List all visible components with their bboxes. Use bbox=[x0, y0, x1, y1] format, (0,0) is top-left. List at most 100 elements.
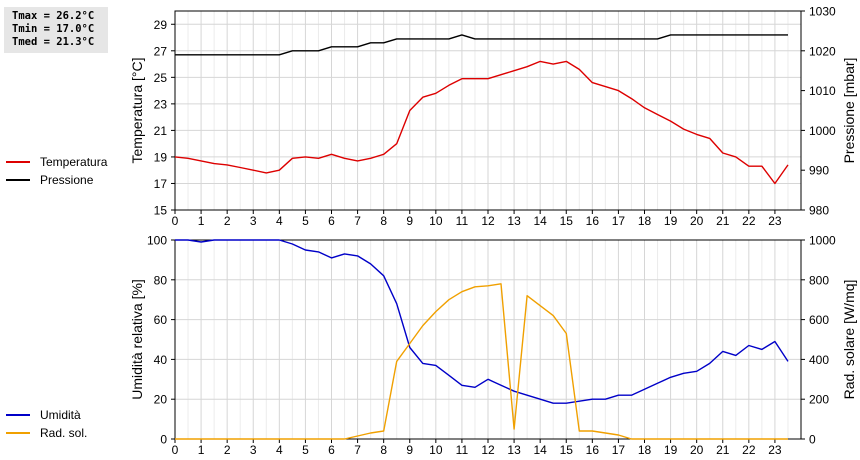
panel1-y-tick-label: 21 bbox=[154, 124, 168, 138]
panel1-x-tick-label: 11 bbox=[456, 214, 469, 228]
panel2-x-tick-label: 14 bbox=[533, 443, 547, 457]
panel2-series-rad-sol bbox=[175, 283, 788, 440]
panel1-x-tick-label: 10 bbox=[429, 214, 443, 228]
panel2-y2-tick-label: 800 bbox=[809, 273, 829, 287]
legend-swatch-pressione bbox=[6, 179, 30, 181]
legend-label-temperatura: Temperatura bbox=[40, 155, 108, 169]
panel1-y2-tick-label: 1030 bbox=[809, 5, 836, 19]
panel2-x-tick-label: 10 bbox=[429, 443, 443, 457]
panel2-y2-axis-title: Rad. solare [W/mq] bbox=[841, 280, 857, 400]
stat-tmin: Tmin = 17.0°C bbox=[12, 23, 95, 35]
legend-item-temperatura: Temperatura bbox=[6, 153, 107, 171]
panel1-x-tick-label: 2 bbox=[224, 214, 231, 228]
panel2-x-tick-label: 6 bbox=[328, 443, 335, 457]
panel2-x-tick-label: 18 bbox=[638, 443, 652, 457]
panel2-y-tick-label: 80 bbox=[154, 273, 168, 287]
panel2-y2-tick-label: 400 bbox=[809, 353, 829, 367]
panel1-x-tick-label: 9 bbox=[406, 214, 413, 228]
panel2-x-tick-label: 16 bbox=[586, 443, 600, 457]
panel1-x-tick-label: 1 bbox=[198, 214, 205, 228]
legend-item-umidita: Umidità bbox=[6, 406, 87, 424]
panel1-plot-frame bbox=[174, 10, 802, 211]
legend-swatch-temperatura bbox=[6, 161, 30, 163]
panel1-x-tick-label: 0 bbox=[172, 214, 179, 228]
panel1-x-tick-label: 6 bbox=[328, 214, 335, 228]
panel1-y2-tick-label: 990 bbox=[809, 164, 829, 178]
panel2-x-tick-label: 22 bbox=[742, 443, 756, 457]
stat-tmed: Tmed = 21.3°C bbox=[12, 36, 95, 48]
legend-top: Temperatura Pressione bbox=[6, 153, 107, 189]
panel1-y2-tick-label: 1000 bbox=[809, 124, 836, 138]
legend-swatch-rad-sol bbox=[6, 432, 30, 434]
stat-tmax: Tmax = 26.2°C bbox=[12, 10, 95, 22]
panel1-x-tick-label: 14 bbox=[533, 214, 547, 228]
panel1-y-tick-label: 25 bbox=[154, 71, 168, 85]
legend-swatch-umidita bbox=[6, 414, 30, 416]
panel1-x-tick-label: 4 bbox=[276, 214, 283, 228]
panel1-series-pressione bbox=[175, 34, 788, 56]
panel1-x-tick-label: 16 bbox=[586, 214, 600, 228]
panel1-x-tick-label: 23 bbox=[768, 214, 782, 228]
panel1-x-tick-label: 17 bbox=[612, 214, 626, 228]
panel1-y-tick-label: 27 bbox=[154, 44, 168, 58]
panel1-x-tick-label: 5 bbox=[302, 214, 309, 228]
panel1-x-tick-label: 21 bbox=[716, 214, 730, 228]
panel2-y-axis-title: Umidità relativa [%] bbox=[129, 279, 145, 400]
panel1-y-axis-title: Temperatura [°C] bbox=[129, 58, 145, 164]
panel1-x-tick-label: 18 bbox=[638, 214, 652, 228]
panel2-y2-tick-label: 0 bbox=[809, 433, 816, 447]
panel1-x-tick-label: 19 bbox=[664, 214, 678, 228]
panel1-x-tick-label: 20 bbox=[690, 214, 704, 228]
panel2-y-tick-label: 100 bbox=[147, 234, 167, 248]
legend-label-umidita: Umidità bbox=[40, 408, 81, 422]
panel2-series-umidit bbox=[175, 239, 789, 404]
panel1-x-tick-label: 8 bbox=[380, 214, 387, 228]
panel2-x-tick-label: 5 bbox=[302, 443, 309, 457]
panel1-y-tick-label: 29 bbox=[154, 18, 168, 32]
panel2-x-tick-label: 13 bbox=[507, 443, 521, 457]
panel2-x-tick-label: 15 bbox=[560, 443, 574, 457]
panel1-x-tick-label: 3 bbox=[250, 214, 257, 228]
panel2-x-tick-label: 21 bbox=[716, 443, 730, 457]
panel2-x-tick-label: 17 bbox=[612, 443, 626, 457]
panel2-y-tick-label: 60 bbox=[154, 313, 168, 327]
panel2-x-tick-label: 4 bbox=[276, 443, 283, 457]
legend-bottom: Umidità Rad. sol. bbox=[6, 406, 87, 442]
panel2-x-tick-label: 12 bbox=[481, 443, 495, 457]
panel1-y-tick-label: 23 bbox=[154, 97, 168, 111]
panel1-y2-axis-title: Pressione [mbar] bbox=[841, 58, 857, 164]
panel2-y-tick-label: 20 bbox=[154, 393, 168, 407]
panel1-y-tick-label: 15 bbox=[154, 204, 168, 218]
panel2-y-tick-label: 0 bbox=[160, 433, 167, 447]
panel1-y-tick-label: 19 bbox=[154, 150, 168, 164]
panel1-x-tick-label: 13 bbox=[507, 214, 521, 228]
panel2-x-tick-label: 3 bbox=[250, 443, 257, 457]
panel1-x-tick-label: 22 bbox=[742, 214, 756, 228]
panel2-y-tick-label: 40 bbox=[154, 353, 168, 367]
panel2-x-tick-label: 19 bbox=[664, 443, 678, 457]
panel2-y2-tick-label: 600 bbox=[809, 313, 829, 327]
panel1-x-tick-label: 15 bbox=[560, 214, 574, 228]
panel2-plot-frame bbox=[174, 239, 802, 440]
panel1-y-tick-label: 17 bbox=[154, 177, 168, 191]
panel2-x-tick-label: 20 bbox=[690, 443, 704, 457]
panel1-series-temperatura bbox=[174, 60, 789, 185]
panel1-x-tick-label: 7 bbox=[354, 214, 361, 228]
legend-label-pressione: Pressione bbox=[40, 173, 94, 187]
panel2-x-tick-label: 2 bbox=[224, 443, 231, 457]
stats-box: Tmax = 26.2°C Tmin = 17.0°C Tmed = 21.3°… bbox=[4, 7, 108, 53]
panel2-y2-tick-label: 200 bbox=[809, 393, 829, 407]
panel1-x-tick-label: 12 bbox=[481, 214, 495, 228]
panel2-x-tick-label: 11 bbox=[456, 443, 469, 457]
panel2-y2-tick-label: 1000 bbox=[809, 234, 836, 248]
legend-label-rad-sol: Rad. sol. bbox=[40, 426, 88, 440]
panel1-y2-tick-label: 1020 bbox=[809, 44, 836, 58]
panel2-x-tick-label: 8 bbox=[380, 443, 387, 457]
panel2-x-tick-label: 9 bbox=[406, 443, 413, 457]
panel2-x-tick-label: 7 bbox=[354, 443, 361, 457]
legend-item-rad-sol: Rad. sol. bbox=[6, 424, 87, 442]
panel1-y2-tick-label: 980 bbox=[809, 204, 829, 218]
panel2-x-tick-label: 23 bbox=[768, 443, 782, 457]
panel2-x-tick-label: 1 bbox=[198, 443, 205, 457]
